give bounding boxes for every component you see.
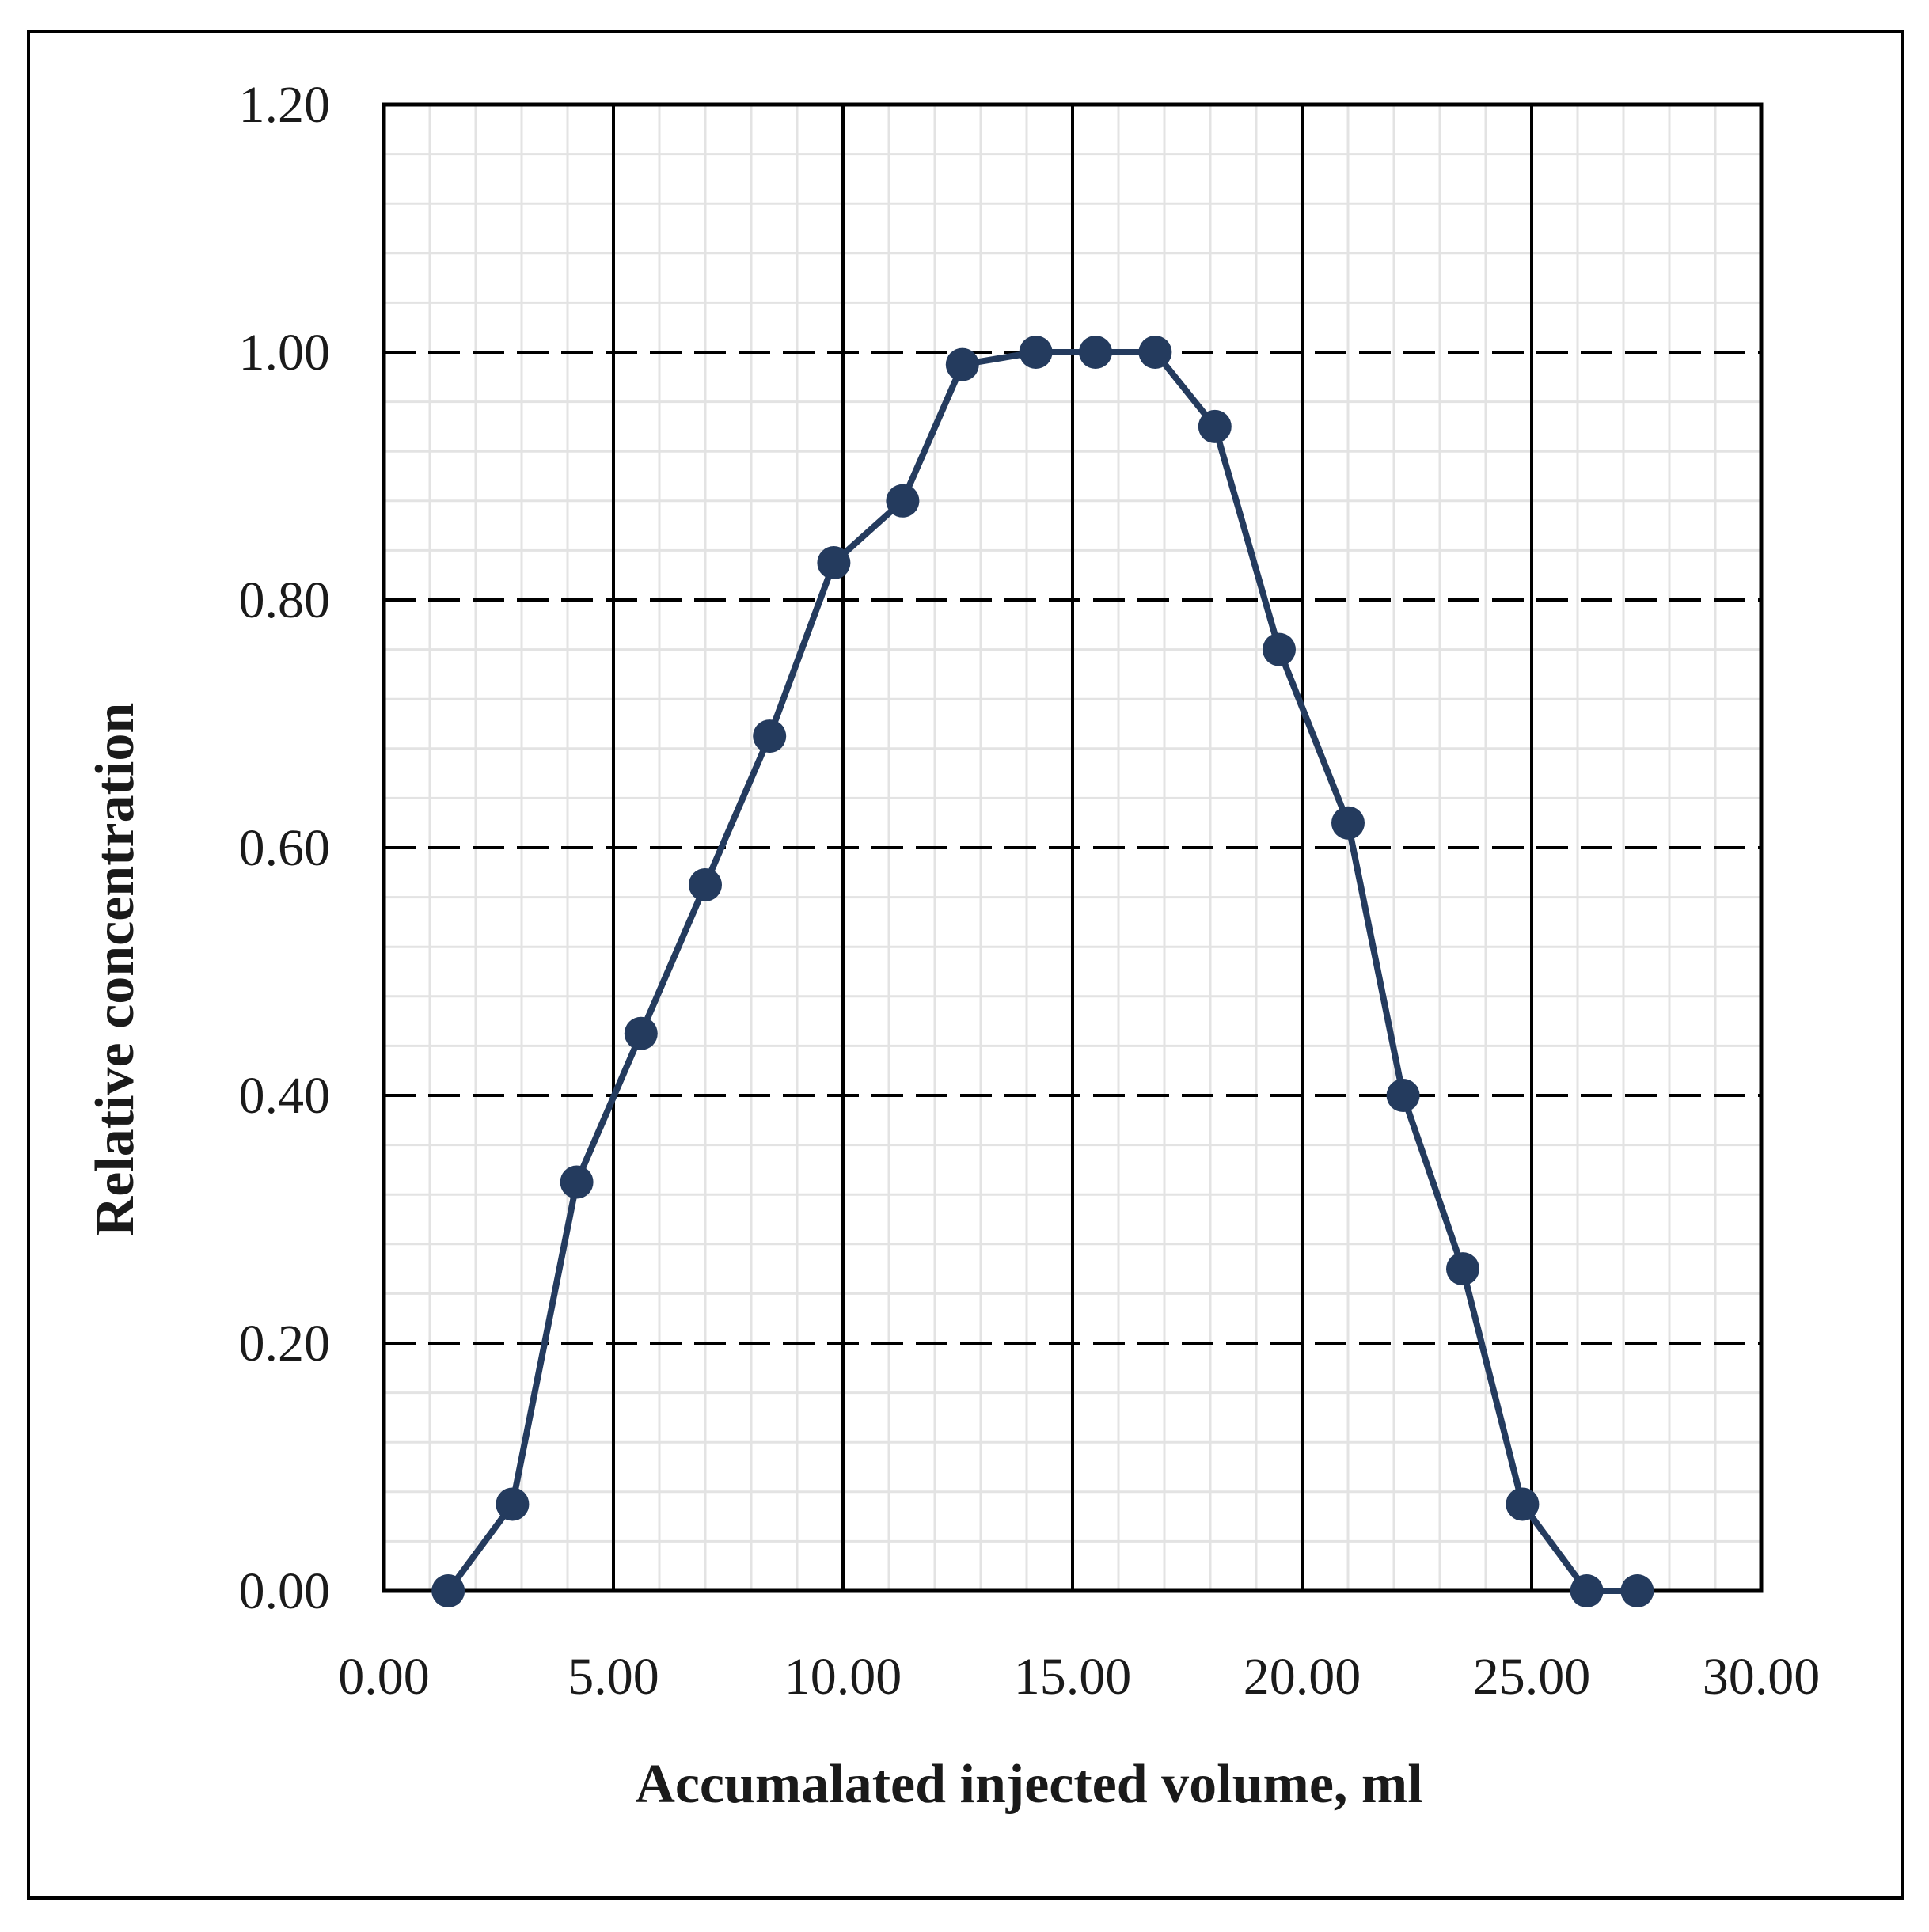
- data-point: [560, 1165, 594, 1199]
- data-point: [1331, 806, 1365, 840]
- x-tick-label: 5.00: [568, 1648, 659, 1706]
- data-point: [689, 867, 722, 901]
- data-point: [1620, 1574, 1654, 1607]
- y-tick-label: 1.20: [239, 76, 331, 134]
- data-point: [1570, 1574, 1604, 1607]
- data-point: [1198, 409, 1232, 443]
- data-point: [1386, 1079, 1420, 1112]
- series-layer: [431, 336, 1654, 1607]
- data-point: [886, 484, 920, 518]
- data-point: [431, 1574, 465, 1607]
- data-point: [753, 719, 787, 753]
- x-tick-label: 20.00: [1244, 1648, 1361, 1706]
- data-point: [1263, 632, 1296, 666]
- y-axis-title: Relative concentration: [85, 703, 146, 1237]
- y-tick-label: 0.60: [239, 819, 331, 877]
- y-tick-label: 0.00: [239, 1562, 331, 1620]
- x-tick-label: 30.00: [1703, 1648, 1821, 1706]
- data-point: [817, 546, 851, 580]
- data-point: [624, 1016, 658, 1050]
- data-point: [1138, 336, 1172, 369]
- data-point: [496, 1487, 530, 1521]
- series-line: [445, 349, 1641, 1594]
- y-tick-label: 1.00: [239, 324, 331, 381]
- y-tick-label: 0.80: [239, 571, 331, 629]
- y-tick-label: 0.20: [239, 1315, 331, 1372]
- y-axis-tick-labels: 0.00 0.20 0.40 0.60 0.80 1.00 1.20: [239, 76, 331, 1620]
- x-tick-label: 15.00: [1014, 1648, 1132, 1706]
- x-axis-tick-labels: 0.00 5.00 10.00 15.00 20.00 25.00 30.00: [338, 1648, 1820, 1706]
- x-tick-label: 10.00: [784, 1648, 902, 1706]
- data-point: [1019, 336, 1053, 369]
- y-tick-label: 0.40: [239, 1067, 331, 1125]
- data-point: [1446, 1252, 1479, 1286]
- data-point: [945, 347, 979, 381]
- data-point: [1079, 336, 1112, 369]
- x-tick-label: 0.00: [338, 1648, 430, 1706]
- plot-area-border: [382, 102, 1764, 1593]
- x-tick-label: 25.00: [1473, 1648, 1591, 1706]
- data-point: [1506, 1487, 1540, 1521]
- x-axis-title: Accumalated injected volume, ml: [635, 1754, 1422, 1815]
